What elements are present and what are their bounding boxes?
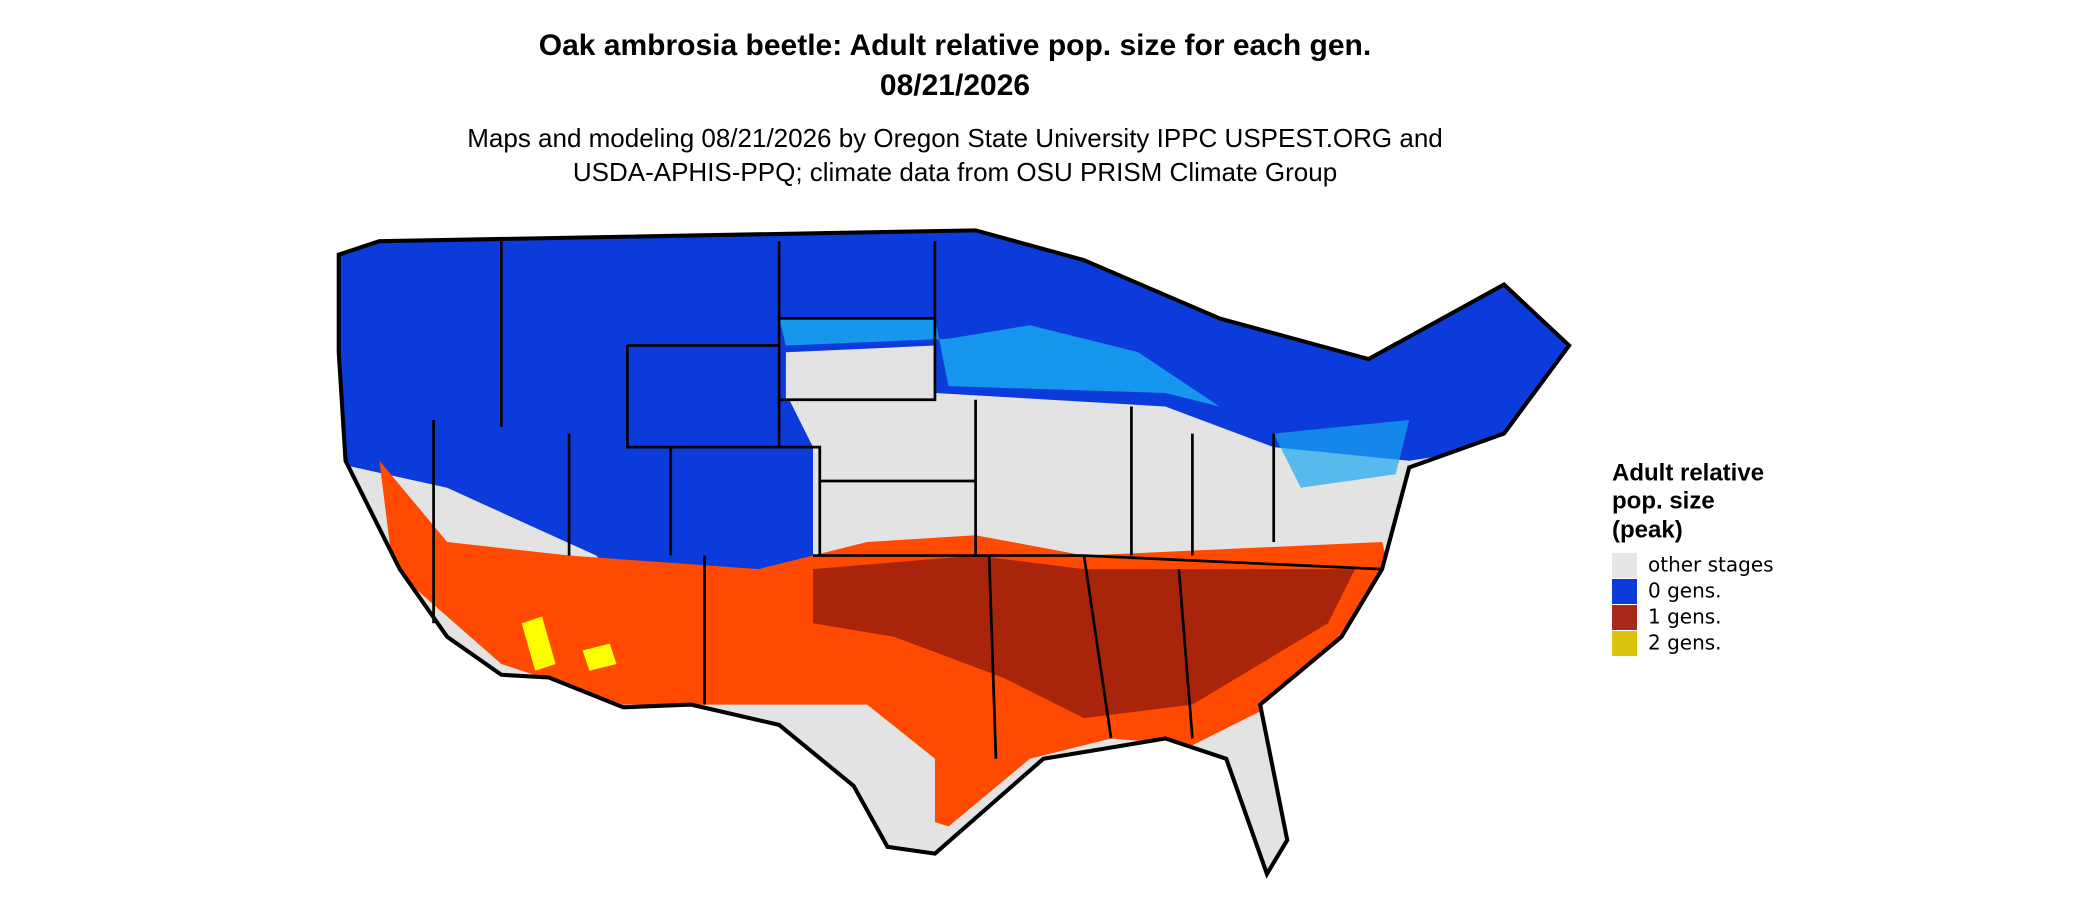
region-0-gens-light (779, 318, 1220, 407)
legend-swatch (1612, 631, 1637, 656)
legend-label: 1 gens. (1648, 605, 1722, 629)
subtitle: Maps and modeling 08/21/2026 by Oregon S… (467, 123, 1443, 153)
legend-title: (peak) (1612, 516, 1683, 543)
region-1-gens-dark (813, 555, 1355, 719)
legend-label: other stages (1648, 553, 1774, 577)
map (325, 217, 1599, 892)
legend-title: Adult relative (1612, 459, 1764, 486)
region-2-gens (521, 616, 556, 671)
legend-title: pop. size (1612, 487, 1715, 514)
legend-swatch (1612, 605, 1637, 630)
region-1-gens (379, 460, 1396, 827)
legend-label: 0 gens. (1648, 579, 1722, 603)
subtitle: USDA-APHIS-PPQ; climate data from OSU PR… (573, 157, 1337, 187)
state-lines (432, 241, 1383, 759)
title: 08/21/2026 (880, 69, 1030, 102)
legend-swatch (1612, 553, 1637, 578)
legend-label: 2 gens. (1648, 631, 1722, 655)
region-0-gens-light (1273, 420, 1410, 488)
title: Oak ambrosia beetle: Adult relative pop.… (539, 29, 1371, 62)
legend-swatch (1612, 579, 1637, 604)
region-2-gens (582, 643, 617, 671)
region-other (785, 345, 935, 400)
